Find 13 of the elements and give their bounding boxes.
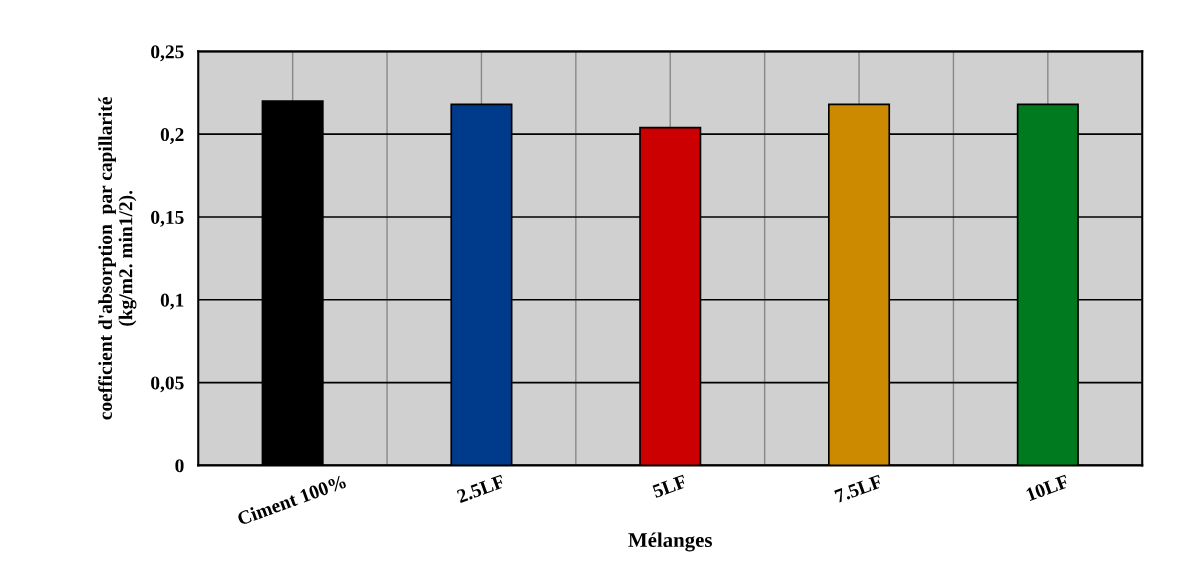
x-axis-title: Mélanges (628, 532, 712, 552)
x-tick-label: 10LF (1025, 474, 1070, 502)
x-tick-label: 7.5LF (834, 474, 883, 504)
y-axis-title: coefficient d'absorption par capillarité (kg/m2. min1/2). (98, 97, 137, 420)
x-tick-label: Ciment 100% (236, 474, 347, 526)
y-tick-label: 0,15 (151, 210, 184, 227)
y-tick-label: 0,25 (151, 45, 184, 62)
y-tick-label: 0,05 (151, 376, 184, 393)
y-tick-label: 0 (175, 459, 184, 473)
x-tick-label: 5LF (651, 474, 688, 499)
y-tick-label: 0,2 (160, 128, 184, 144)
x-tick-label: 2.5LF (456, 474, 506, 504)
y-tick-label: 0,1 (160, 293, 184, 310)
